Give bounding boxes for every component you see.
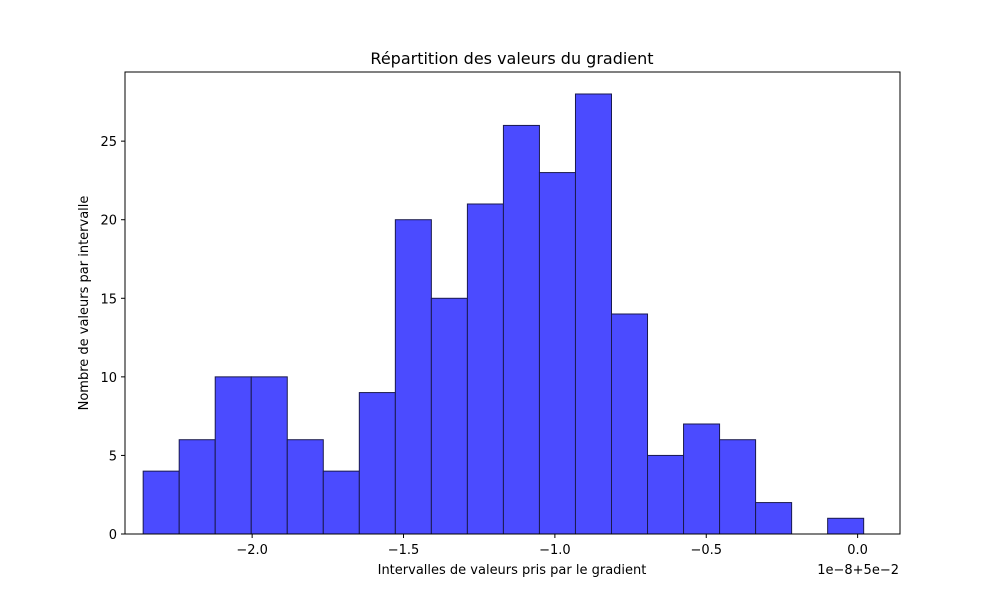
- y-axis-ticks: 0 5 10 15 20 25: [100, 135, 125, 543]
- x-tick-label: −1.5: [388, 543, 420, 558]
- histogram-bar: [755, 502, 793, 535]
- histogram-bar: [683, 423, 721, 535]
- histogram-bar: [286, 439, 324, 535]
- y-tick-label: 20: [100, 214, 117, 229]
- histogram-bar: [466, 203, 504, 535]
- chart-title: Répartition des valeurs du gradient: [370, 49, 653, 68]
- y-tick-label: 5: [109, 449, 117, 464]
- histogram-bar: [214, 376, 252, 535]
- x-tick-label: −1.0: [539, 543, 571, 558]
- histogram-bar: [827, 517, 865, 535]
- histogram-bar: [178, 439, 216, 535]
- histogram-bars: [142, 93, 865, 535]
- histogram-bar: [394, 219, 432, 535]
- x-axis-ticks: −2.0 −1.5 −1.0 −0.5 0.0: [236, 534, 868, 558]
- histogram-bar: [502, 124, 540, 535]
- histogram-bar: [358, 392, 396, 535]
- y-tick-label: 25: [100, 135, 117, 150]
- histogram-bar: [250, 376, 288, 535]
- x-tick-label: −0.5: [690, 543, 722, 558]
- y-tick-label: 15: [100, 292, 117, 307]
- histogram-bar: [322, 470, 360, 535]
- plot-frame: [124, 71, 901, 535]
- x-axis-offset-label: 1e−8+5e−2: [817, 563, 899, 578]
- histogram-bar: [719, 439, 757, 535]
- x-tick-label: 0.0: [847, 543, 868, 558]
- y-axis-label: Nombre de valeurs par intervalle: [77, 196, 92, 411]
- histogram-bar: [610, 313, 649, 535]
- y-tick-label: 10: [100, 371, 117, 386]
- histogram-bar: [574, 93, 612, 535]
- x-tick-label: −2.0: [236, 543, 268, 558]
- x-axis-label: Intervalles de valeurs pris par le gradi…: [378, 563, 647, 578]
- y-tick-label: 0: [109, 528, 117, 543]
- histogram-bar: [647, 454, 685, 535]
- histogram-bar: [538, 172, 576, 535]
- histogram-bar: [142, 470, 180, 535]
- histogram-bar: [430, 297, 468, 535]
